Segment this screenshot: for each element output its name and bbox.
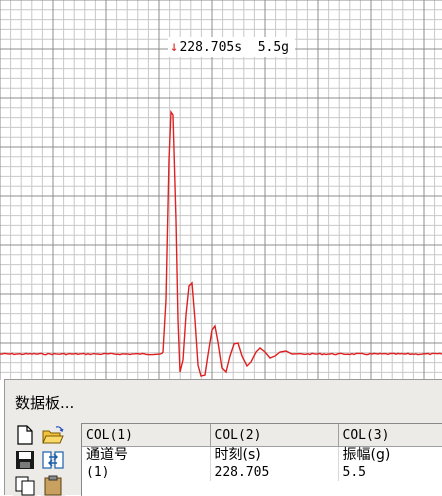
waveform-plot[interactable]: ↓ 228.705s 5.5g	[0, 0, 442, 380]
table-cell[interactable]: 振幅(g)	[338, 446, 442, 464]
data-panel-title: 数据板...	[15, 394, 75, 412]
paste-icon	[44, 475, 62, 496]
waveform-canvas	[0, 0, 442, 380]
swap-columns-button[interactable]	[41, 449, 65, 471]
copy-icon	[15, 476, 35, 496]
copy-button[interactable]	[13, 474, 37, 496]
table-cell[interactable]: 5.5	[338, 464, 442, 481]
data-panel: 数据板...	[4, 379, 442, 496]
new-file-icon	[17, 425, 33, 445]
cursor-readout: ↓ 228.705s 5.5g	[168, 37, 296, 57]
save-button[interactable]	[13, 449, 37, 471]
save-icon	[16, 451, 34, 469]
cursor-value-label: 228.705s 5.5g	[179, 39, 290, 55]
open-file-button[interactable]	[41, 424, 65, 446]
data-table: COL(1) COL(2) COL(3) 通道号 时刻(s) 振幅(g) (1)…	[82, 424, 442, 481]
table-cell[interactable]: 通道号	[82, 446, 211, 464]
cursor-arrow-icon: ↓	[170, 39, 179, 55]
grid-minor-lines	[0, 0, 442, 380]
open-folder-icon	[42, 426, 64, 444]
data-table-container[interactable]: COL(1) COL(2) COL(3) 通道号 时刻(s) 振幅(g) (1)…	[81, 423, 442, 496]
table-row: (1) 228.705 5.5	[82, 464, 442, 481]
swap-columns-icon	[42, 451, 64, 469]
column-header-row: COL(1) COL(2) COL(3)	[82, 424, 442, 447]
signal-trace	[0, 109, 442, 377]
column-header[interactable]: COL(1)	[82, 424, 211, 447]
table-header-row: 通道号 时刻(s) 振幅(g)	[82, 446, 442, 464]
table-cell[interactable]: (1)	[82, 464, 211, 481]
new-file-button[interactable]	[13, 424, 37, 446]
table-cell[interactable]: 228.705	[210, 464, 339, 481]
paste-button[interactable]	[41, 474, 65, 496]
column-header[interactable]: COL(2)	[210, 424, 339, 447]
column-header[interactable]: COL(3)	[338, 424, 442, 447]
table-cell[interactable]: 时刻(s)	[210, 446, 339, 464]
